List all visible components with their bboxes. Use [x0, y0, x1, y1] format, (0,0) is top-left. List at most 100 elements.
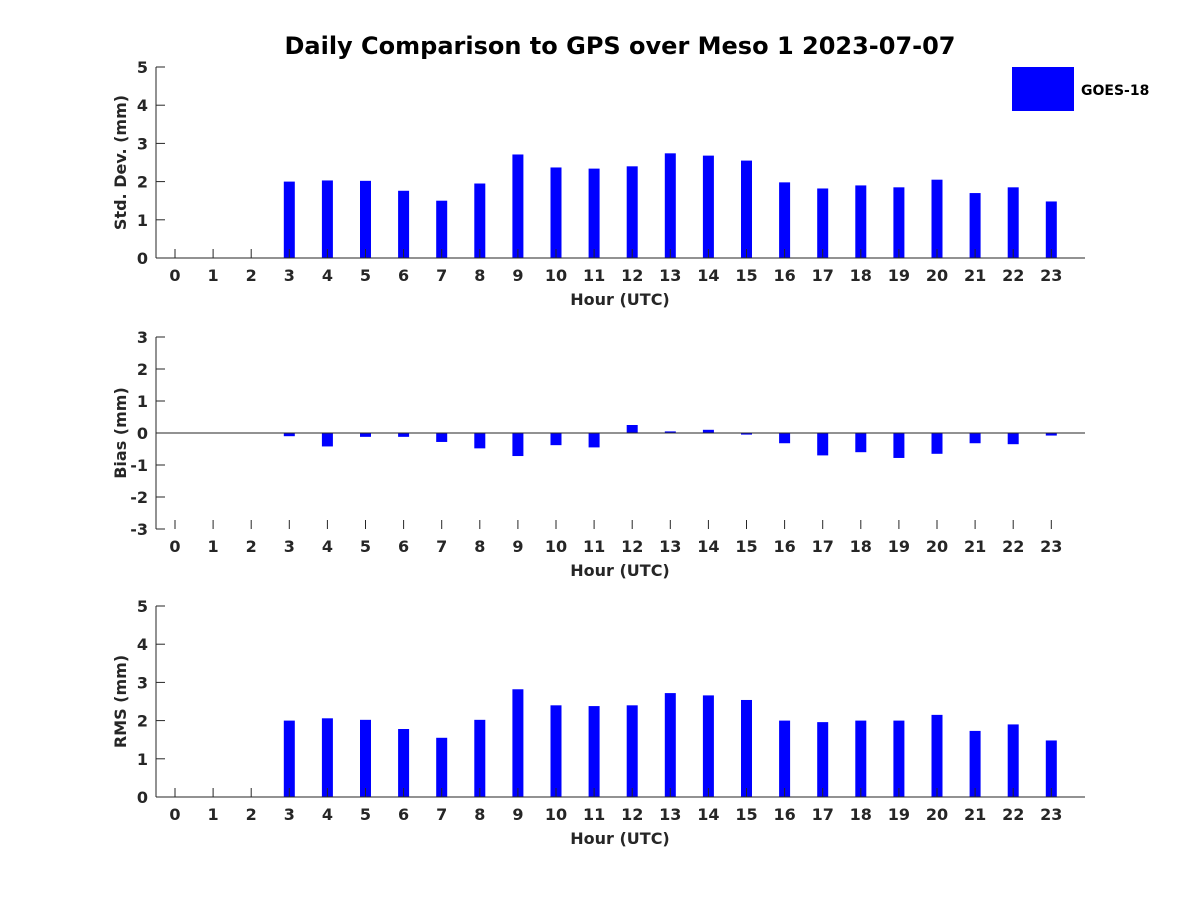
bar-hour-22 — [1007, 433, 1019, 445]
y-tick-label: 3 — [137, 673, 148, 692]
bar-hour-17 — [817, 433, 829, 456]
x-tick-label: 0 — [169, 537, 180, 556]
x-tick-label: 13 — [659, 805, 681, 824]
bar-hour-20 — [931, 714, 943, 797]
x-tick-label: 18 — [850, 537, 872, 556]
x-tick-label: 3 — [284, 266, 295, 285]
x-tick-label: 18 — [850, 266, 872, 285]
x-tick-label: 7 — [436, 266, 447, 285]
bar-hour-16 — [779, 720, 791, 797]
bar-hour-23 — [1045, 433, 1057, 436]
bar-hour-14 — [702, 429, 714, 433]
x-axis-label: Hour (UTC) — [570, 290, 670, 309]
bar-hour-10 — [550, 705, 562, 797]
x-tick-label: 13 — [659, 266, 681, 285]
bar-hour-5 — [360, 433, 371, 437]
x-tick-label: 20 — [926, 537, 948, 556]
y-tick-label: 0 — [137, 249, 148, 268]
legend: GOES-18 — [1012, 67, 1149, 111]
x-tick-label: 15 — [735, 266, 757, 285]
x-tick-label: 3 — [284, 805, 295, 824]
x-tick-label: 0 — [169, 805, 180, 824]
x-tick-label: 20 — [926, 805, 948, 824]
bar-hour-11 — [588, 706, 600, 797]
x-tick-label: 12 — [621, 805, 643, 824]
y-tick-label: 2 — [137, 173, 148, 192]
bar-hour-10 — [550, 433, 562, 446]
y-tick-label: 4 — [137, 635, 148, 654]
legend-swatch — [1012, 67, 1074, 111]
bar-hour-3 — [283, 181, 295, 258]
bar-hour-21 — [969, 433, 981, 444]
y-tick-label: 0 — [137, 788, 148, 807]
x-tick-label: 23 — [1040, 805, 1062, 824]
bar-hour-19 — [893, 720, 905, 797]
bar-hour-8 — [474, 433, 486, 449]
x-tick-label: 14 — [697, 537, 719, 556]
x-axis-label: Hour (UTC) — [570, 829, 670, 848]
bar-hour-11 — [588, 168, 600, 258]
bar-hour-13 — [664, 693, 676, 797]
x-axis-label: Hour (UTC) — [570, 561, 670, 580]
x-tick-label: 5 — [360, 537, 371, 556]
x-tick-label: 4 — [322, 805, 333, 824]
y-tick-label: -2 — [130, 488, 148, 507]
x-tick-label: 4 — [322, 537, 333, 556]
bar-hour-21 — [969, 730, 981, 797]
bar-hour-19 — [893, 433, 905, 458]
y-tick-label: 5 — [137, 58, 148, 77]
x-tick-label: 1 — [208, 537, 219, 556]
bar-hour-23 — [1045, 201, 1057, 258]
x-tick-label: 5 — [360, 805, 371, 824]
x-tick-label: 7 — [436, 537, 447, 556]
x-tick-label: 9 — [512, 266, 523, 285]
x-tick-label: 11 — [583, 805, 605, 824]
x-tick-label: 23 — [1040, 266, 1062, 285]
bar-hour-8 — [474, 183, 486, 258]
x-tick-label: 2 — [246, 266, 257, 285]
x-tick-label: 7 — [436, 805, 447, 824]
bar-hour-18 — [855, 720, 867, 797]
bar-hour-14 — [702, 155, 714, 258]
bar-hour-18 — [855, 185, 867, 258]
bar-hour-3 — [283, 720, 295, 797]
chart-title: Daily Comparison to GPS over Meso 1 2023… — [284, 32, 955, 60]
y-tick-label: -1 — [130, 456, 148, 475]
x-tick-label: 11 — [583, 537, 605, 556]
x-tick-label: 8 — [474, 537, 485, 556]
x-tick-label: 14 — [697, 266, 719, 285]
x-tick-label: 23 — [1040, 537, 1062, 556]
x-tick-label: 3 — [284, 537, 295, 556]
bar-hour-20 — [931, 179, 943, 258]
bar-hour-4 — [321, 180, 333, 258]
x-tick-label: 10 — [545, 805, 567, 824]
bar-hour-18 — [855, 433, 867, 453]
x-tick-label: 5 — [360, 266, 371, 285]
bar-hour-19 — [893, 187, 905, 258]
y-tick-label: 3 — [137, 328, 148, 347]
bar-hour-3 — [283, 433, 295, 437]
y-tick-label: 1 — [137, 211, 148, 230]
bar-hour-4 — [321, 718, 333, 797]
bar-hour-5 — [360, 180, 371, 258]
x-tick-label: 17 — [812, 266, 834, 285]
bar-hour-22 — [1007, 187, 1019, 258]
x-tick-label: 19 — [888, 537, 910, 556]
x-tick-label: 22 — [1002, 537, 1024, 556]
x-tick-label: 21 — [964, 266, 986, 285]
x-tick-label: 21 — [964, 537, 986, 556]
x-tick-label: 22 — [1002, 266, 1024, 285]
x-tick-label: 17 — [812, 537, 834, 556]
bar-hour-6 — [398, 729, 410, 797]
bar-hour-6 — [398, 433, 410, 437]
x-tick-label: 12 — [621, 266, 643, 285]
x-tick-label: 18 — [850, 805, 872, 824]
bar-hour-12 — [626, 166, 638, 258]
x-tick-label: 1 — [208, 805, 219, 824]
bar-hour-16 — [779, 433, 791, 444]
x-tick-label: 16 — [773, 266, 795, 285]
bar-hour-7 — [436, 737, 448, 797]
